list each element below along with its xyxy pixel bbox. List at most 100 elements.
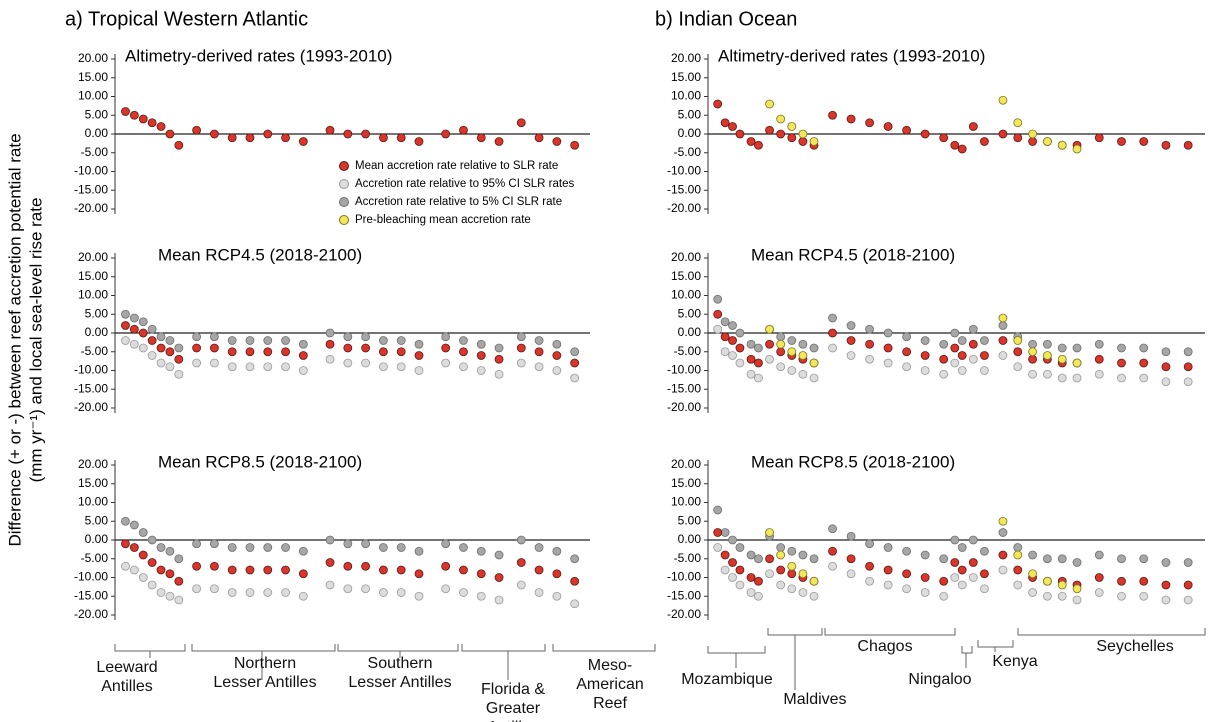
data-point: [476, 351, 486, 360]
data-point: [121, 539, 130, 549]
data-point: [1161, 377, 1171, 387]
data-point: [343, 343, 353, 353]
data-point: [1028, 339, 1037, 349]
data-point: [147, 336, 157, 345]
data-point: [414, 546, 424, 556]
data-point: [534, 133, 544, 143]
data-point: [138, 114, 148, 124]
y-tick-label: -10.00: [74, 570, 108, 584]
data-point: [165, 546, 175, 556]
data-point: [1094, 369, 1104, 379]
data-point: [263, 362, 273, 372]
data-point: [754, 591, 763, 601]
region-brackets: [114, 628, 1206, 690]
data-point: [227, 347, 237, 357]
y-tick-label: 0.00: [85, 126, 109, 140]
data-point: [950, 328, 960, 338]
data-point: [121, 107, 130, 116]
data-point: [1117, 137, 1126, 146]
data-point: [902, 569, 912, 579]
data-point: [776, 565, 786, 575]
data-point: [720, 118, 730, 128]
data-point: [121, 336, 130, 345]
data-point: [1043, 339, 1052, 349]
data-point: [980, 366, 989, 375]
data-point: [441, 332, 451, 342]
data-point: [765, 324, 774, 334]
data-point: [361, 539, 371, 549]
y-tick-label: 15.00: [671, 476, 701, 490]
data-point: [735, 328, 745, 338]
data-point: [494, 343, 504, 353]
data-point: [494, 550, 504, 560]
data-point: [1094, 354, 1104, 364]
data-point: [865, 576, 874, 586]
data-point: [209, 343, 219, 353]
data-point: [1043, 576, 1052, 586]
data-point: [950, 140, 960, 150]
data-point: [998, 528, 1008, 537]
data-point: [534, 588, 544, 597]
data-point: [245, 565, 255, 575]
data-point: [713, 505, 723, 515]
data-point: [902, 362, 912, 372]
data-point: [174, 343, 184, 353]
data-point: [129, 543, 139, 552]
y-tick-label: -15.00: [667, 182, 701, 196]
data-point: [1072, 343, 1082, 353]
data-point: [459, 543, 468, 552]
data-point: [713, 528, 723, 537]
data-point: [281, 543, 290, 552]
data-point: [1043, 554, 1052, 564]
data-point: [1057, 554, 1067, 564]
legend-label: Mean accretion rate relative to SLR rate: [355, 160, 558, 172]
y-tick-label: 15.00: [78, 476, 108, 490]
data-point: [1043, 351, 1052, 360]
data-point: [459, 347, 468, 357]
y-tick-label: 10.00: [78, 89, 108, 103]
data-point: [1028, 354, 1037, 364]
data-point: [1139, 358, 1149, 368]
data-point: [476, 133, 486, 143]
data-point: [174, 140, 184, 150]
data-point: [787, 569, 797, 579]
y-tick-label: -10.00: [667, 363, 701, 377]
data-point: [720, 332, 730, 342]
data-point: [1013, 543, 1023, 552]
legend-label: Pre-bleaching mean accretion rate: [355, 214, 531, 226]
data-point: [379, 588, 388, 597]
data-point: [552, 366, 562, 375]
data-point: [570, 576, 580, 586]
y-tick-label: 5.00: [85, 107, 109, 121]
data-point: [746, 339, 756, 349]
y-tick-label: 10.00: [78, 495, 108, 509]
y-tick-label: 5.00: [85, 513, 109, 527]
data-point: [920, 129, 930, 139]
data-point: [494, 573, 504, 582]
region-label: Meso- American Reef: [576, 657, 644, 712]
data-point: [396, 588, 406, 597]
data-point: [776, 347, 786, 357]
data-point: [776, 580, 786, 590]
data-point: [865, 539, 874, 549]
data-point: [728, 336, 737, 345]
data-point: [787, 584, 797, 594]
data-point: [883, 358, 893, 368]
data-point: [1117, 373, 1126, 383]
y-tick-label: -5.00: [674, 344, 702, 358]
data-point: [883, 580, 893, 590]
legend-swatch: [339, 215, 349, 225]
data-point: [1072, 358, 1082, 368]
data-point: [968, 354, 978, 364]
data-point: [980, 584, 989, 594]
data-point: [281, 133, 290, 143]
data-point: [1013, 362, 1023, 372]
data-point: [754, 343, 763, 353]
data-point: [846, 569, 856, 579]
data-point: [441, 343, 451, 353]
data-point: [165, 347, 175, 357]
y-tick-label: 0.00: [678, 532, 702, 546]
data-point: [570, 140, 580, 150]
data-point: [209, 358, 219, 368]
data-point: [1139, 576, 1149, 586]
